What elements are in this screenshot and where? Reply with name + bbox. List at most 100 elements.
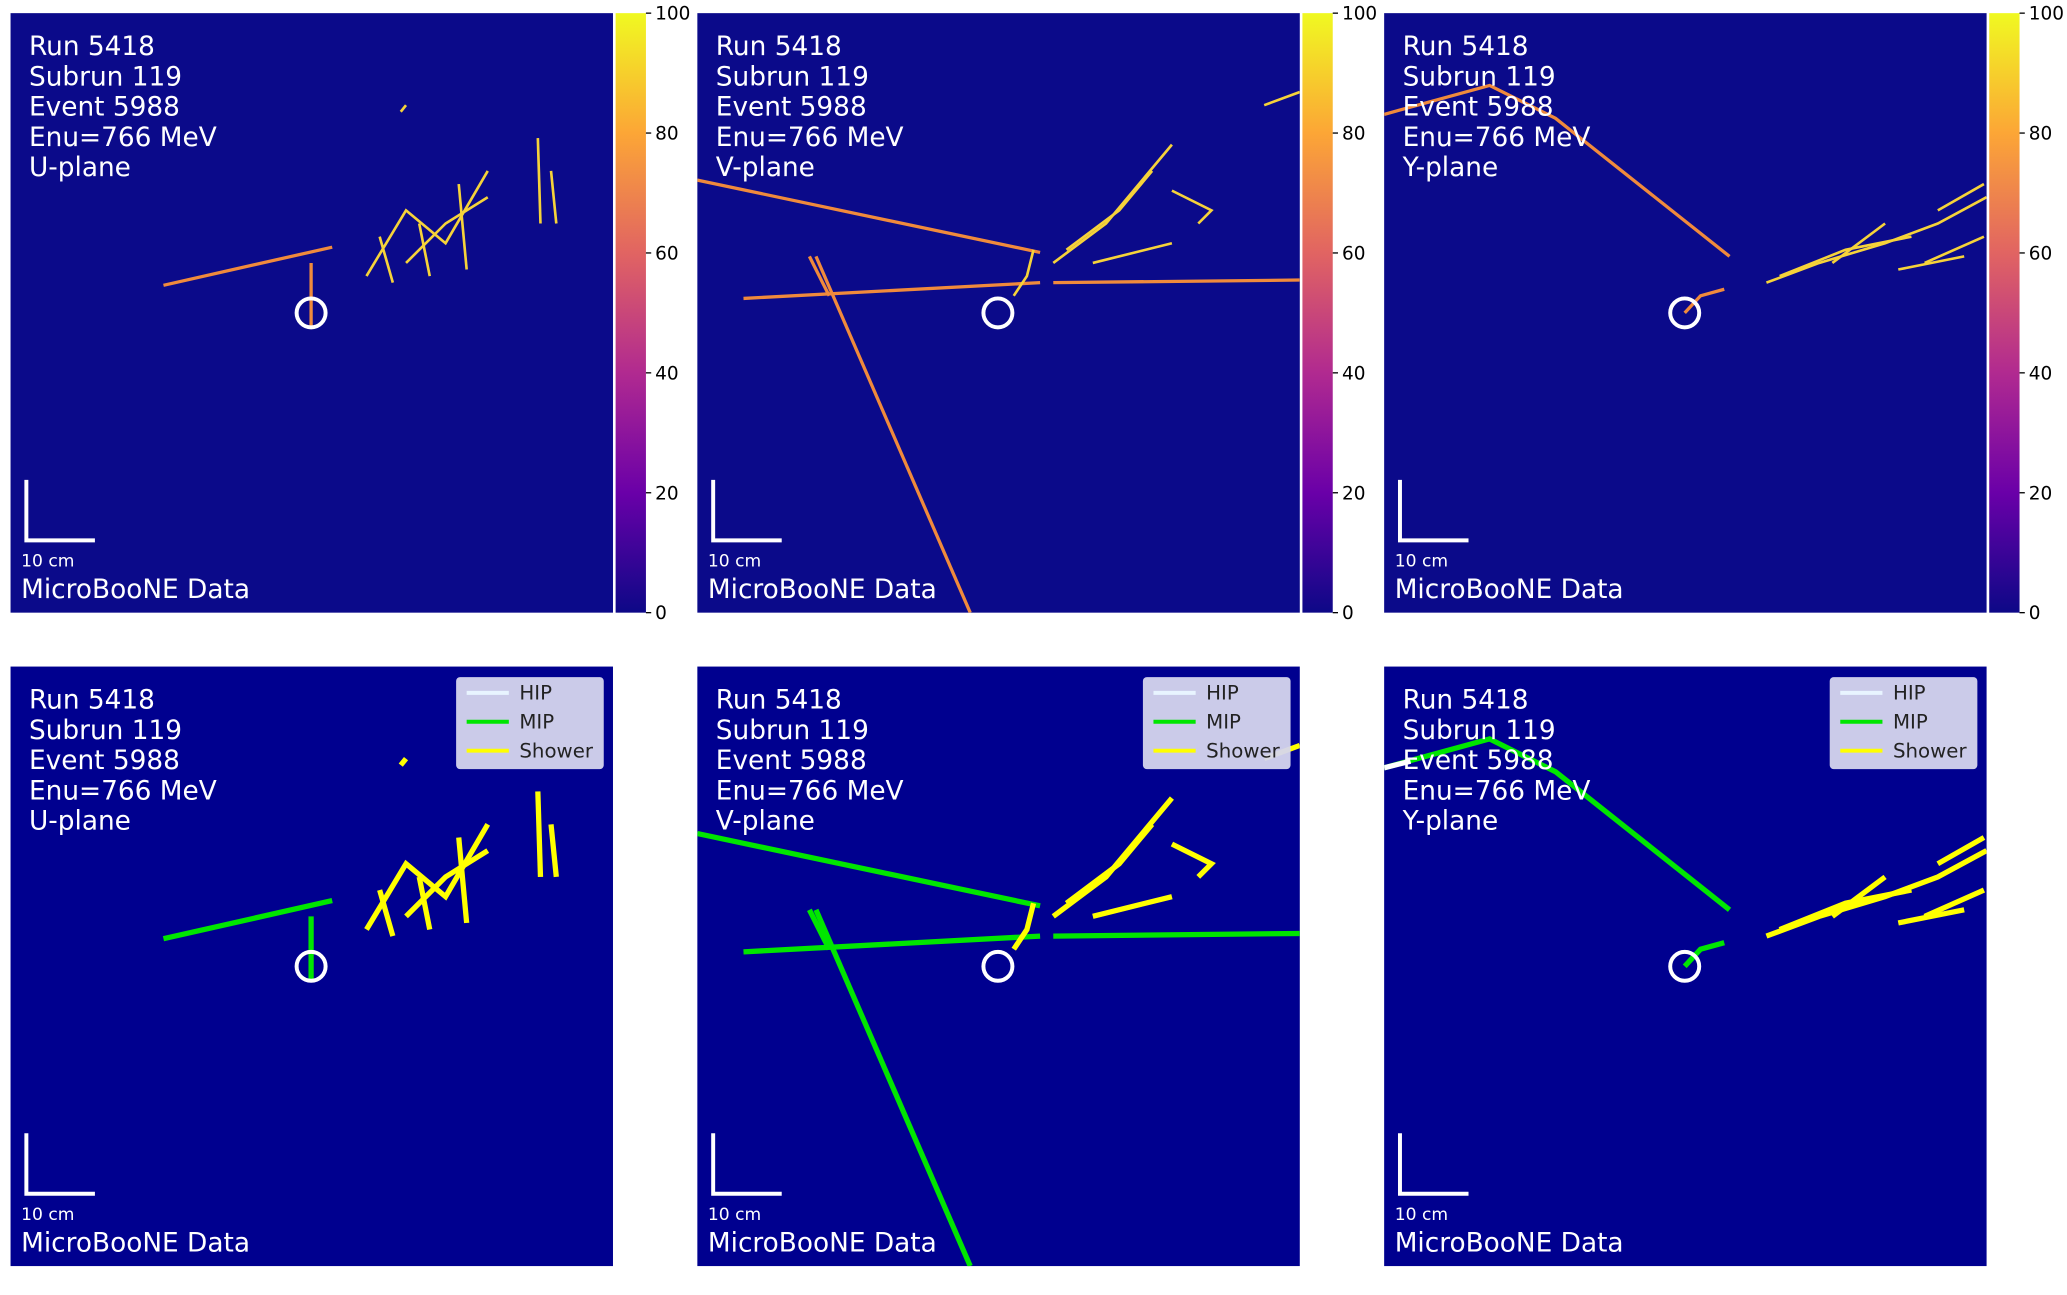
shower xyxy=(398,756,409,767)
scale-bar xyxy=(24,479,95,543)
colorbar xyxy=(1989,13,2020,613)
scale-label: 10 cm xyxy=(708,1205,761,1225)
colorbar-label: 60 xyxy=(2029,244,2052,265)
track xyxy=(814,255,972,613)
event-info: Enu=766 MeV xyxy=(716,123,904,153)
scale-bar xyxy=(711,479,782,543)
colorbar-label: 20 xyxy=(1342,483,1365,504)
footer: MicroBooNE Data xyxy=(708,1229,937,1259)
track xyxy=(743,281,1041,301)
track xyxy=(807,255,831,297)
footer: MicroBooNE Data xyxy=(21,575,250,605)
colorbar xyxy=(615,13,646,613)
colorbar-label: 100 xyxy=(655,4,690,25)
legend-label: Shower xyxy=(1206,739,1280,762)
shower xyxy=(1936,835,1986,867)
event-info: Subrun 119 xyxy=(1403,62,1556,92)
event-info: Subrun 119 xyxy=(29,716,182,746)
shower xyxy=(1937,182,1985,212)
event-info: Enu=766 MeV xyxy=(716,776,904,806)
scale-label: 10 cm xyxy=(708,552,761,572)
shower xyxy=(1898,255,1965,271)
track xyxy=(163,245,333,287)
footer: MicroBooNE Data xyxy=(1395,575,1624,605)
shower xyxy=(1263,90,1300,107)
shower xyxy=(364,823,491,931)
shower xyxy=(1924,235,1985,265)
shower xyxy=(1830,874,1887,919)
event-info: Enu=766 MeV xyxy=(29,123,217,153)
event-info: Event 5988 xyxy=(1403,746,1554,776)
track xyxy=(807,908,832,951)
colorbar-label: 100 xyxy=(2029,4,2064,25)
vertex-marker xyxy=(981,949,1015,983)
event-info: Event 5988 xyxy=(1403,93,1554,123)
event-info: Enu=766 MeV xyxy=(1403,776,1591,806)
event-info: Event 5988 xyxy=(716,746,867,776)
shower xyxy=(548,824,559,878)
shower xyxy=(377,889,396,937)
shower xyxy=(456,837,470,924)
shower xyxy=(535,791,544,877)
shower xyxy=(365,170,489,277)
shower xyxy=(1064,822,1155,906)
event-info: Y-plane xyxy=(1402,807,1499,837)
tracks xyxy=(162,756,559,983)
colorbar-label: 20 xyxy=(2029,483,2052,504)
event-info: Run 5418 xyxy=(716,32,842,62)
event-info: Y-plane xyxy=(1402,153,1499,183)
scale-bar xyxy=(711,1133,782,1196)
event-info: Subrun 119 xyxy=(716,62,869,92)
track xyxy=(743,933,1041,955)
shower xyxy=(549,170,558,224)
shower xyxy=(1092,241,1173,265)
event-info: Enu=766 MeV xyxy=(1403,123,1591,153)
shower xyxy=(1012,249,1035,297)
scale-label: 10 cm xyxy=(21,1205,74,1225)
track xyxy=(697,830,1041,909)
shower xyxy=(404,848,490,919)
hip-track xyxy=(1384,758,1412,771)
event-info: U-plane xyxy=(29,807,131,837)
track xyxy=(1384,736,1732,912)
event-info: Run 5418 xyxy=(716,686,842,716)
event-info: Enu=766 MeV xyxy=(29,776,217,806)
vertex-marker xyxy=(1668,949,1702,983)
tracks xyxy=(1384,736,1987,969)
tracks xyxy=(163,104,558,329)
event-info: Subrun 119 xyxy=(1403,716,1556,746)
vertex-marker xyxy=(981,296,1015,330)
colorbar-label: 20 xyxy=(655,483,678,504)
shower xyxy=(536,138,542,224)
colorbar-label: 40 xyxy=(2029,363,2052,384)
event-info: Event 5988 xyxy=(29,746,180,776)
colorbar xyxy=(1302,13,1333,613)
scale-bar xyxy=(1397,1133,1469,1196)
shower xyxy=(399,104,408,113)
shower xyxy=(378,236,395,284)
colorbar-label: 60 xyxy=(655,244,678,265)
shower xyxy=(1897,907,1965,926)
shower xyxy=(1011,902,1037,951)
scale-bar xyxy=(1397,479,1469,543)
shower xyxy=(1052,143,1173,264)
legend-label: MIP xyxy=(1893,710,1928,733)
legend-label: MIP xyxy=(519,710,554,733)
track xyxy=(697,178,1041,255)
shower xyxy=(1831,222,1886,264)
event-info: Run 5418 xyxy=(1403,686,1529,716)
vertex-marker xyxy=(294,296,328,330)
legend-label: HIP xyxy=(1206,681,1239,704)
scale-label: 10 cm xyxy=(21,552,74,572)
footer: MicroBooNE Data xyxy=(21,1229,250,1259)
track xyxy=(1683,287,1725,315)
colorbar-label: 40 xyxy=(655,363,678,384)
shower xyxy=(417,223,432,277)
scale-bar xyxy=(24,1133,95,1196)
shower xyxy=(1092,894,1173,919)
event-info: V-plane xyxy=(716,807,815,837)
event-info: Event 5988 xyxy=(29,93,180,123)
